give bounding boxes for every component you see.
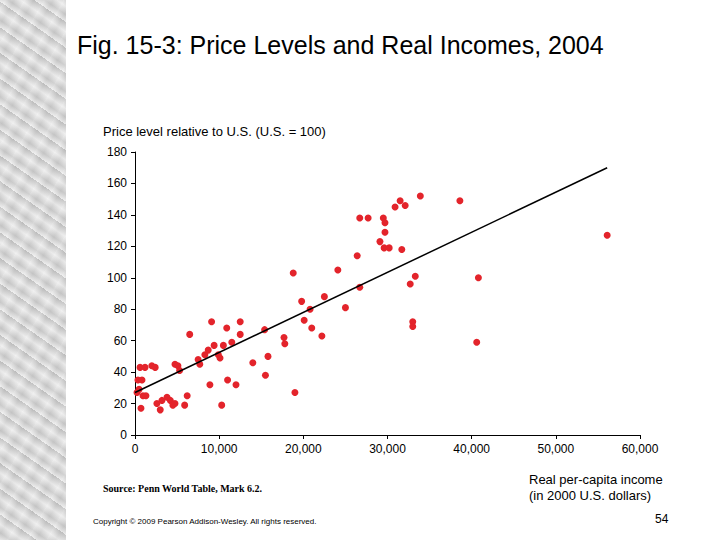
svg-text:20: 20 bbox=[114, 397, 128, 411]
svg-text:20,000: 20,000 bbox=[285, 442, 322, 456]
svg-text:Price level relative to U.S. (: Price level relative to U.S. (U.S. = 100… bbox=[103, 124, 326, 139]
svg-text:0: 0 bbox=[132, 442, 139, 456]
svg-text:Fig. 15-3: Price Levels and Re: Fig. 15-3: Price Levels and Real Incomes… bbox=[77, 31, 604, 59]
svg-text:60,000: 60,000 bbox=[622, 442, 659, 456]
svg-text:30,000: 30,000 bbox=[369, 442, 406, 456]
svg-text:54: 54 bbox=[655, 512, 669, 526]
svg-text:10,000: 10,000 bbox=[201, 442, 238, 456]
svg-text:40: 40 bbox=[114, 365, 128, 379]
svg-text:180: 180 bbox=[107, 145, 127, 159]
svg-text:Real per-capita income: Real per-capita income bbox=[529, 472, 663, 487]
svg-text:80: 80 bbox=[114, 302, 128, 316]
svg-text:Source: Penn World Table, Mark: Source: Penn World Table, Mark 6.2. bbox=[103, 483, 263, 494]
svg-text:50,000: 50,000 bbox=[537, 442, 574, 456]
svg-text:(in 2000 U.S. dollars): (in 2000 U.S. dollars) bbox=[529, 488, 651, 503]
svg-text:Copyright © 2009 Pearson Addis: Copyright © 2009 Pearson Addison-Wesley.… bbox=[93, 517, 317, 526]
svg-text:140: 140 bbox=[107, 208, 127, 222]
svg-text:40,000: 40,000 bbox=[453, 442, 490, 456]
svg-text:0: 0 bbox=[120, 428, 127, 442]
svg-text:60: 60 bbox=[114, 334, 128, 348]
svg-text:120: 120 bbox=[107, 239, 127, 253]
svg-text:160: 160 bbox=[107, 176, 127, 190]
svg-text:100: 100 bbox=[107, 271, 127, 285]
